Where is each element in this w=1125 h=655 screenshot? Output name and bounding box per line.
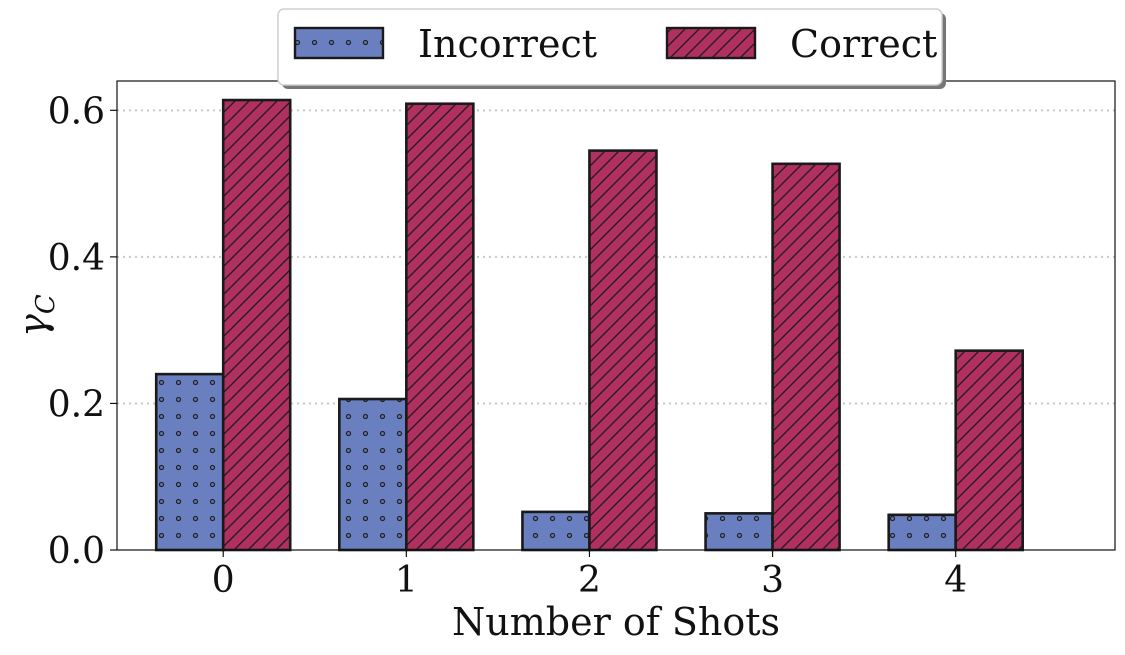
legend-label-correct: Correct <box>790 22 937 66</box>
y-tick-label: 0.0 <box>48 531 105 572</box>
bar-incorrect-1 <box>338 397 408 552</box>
x-tick-label: 4 <box>944 560 967 601</box>
bar-correct-0 <box>221 98 292 552</box>
bar-incorrect-2 <box>521 510 591 552</box>
bar-correct-1 <box>405 102 475 552</box>
legend: Incorrect Correct <box>277 8 946 89</box>
y-axis-label-symbol: γ <box>11 314 55 337</box>
y-axis-label-subscript: C <box>31 294 61 314</box>
y-axis: 0.0 0.2 0.4 0.6 <box>48 91 117 572</box>
legend-box <box>277 8 943 86</box>
x-tick-label: 1 <box>395 560 418 601</box>
x-tick-label: 3 <box>761 560 784 601</box>
y-tick-label: 0.6 <box>48 91 105 132</box>
x-axis: 0 1 2 3 4 <box>212 550 967 601</box>
x-axis-label: Number of Shots <box>452 600 780 644</box>
legend-swatch-incorrect <box>293 26 385 60</box>
bar-correct-2 <box>588 149 658 552</box>
x-tick-label: 0 <box>212 560 235 601</box>
y-tick-label: 0.4 <box>48 238 105 279</box>
bar-incorrect-0 <box>154 372 225 552</box>
legend-label-incorrect: Incorrect <box>418 22 597 66</box>
y-tick-label: 0.2 <box>48 384 105 425</box>
bar-incorrect-4 <box>887 513 957 552</box>
y-axis-label: γC <box>11 294 61 337</box>
x-tick-label: 2 <box>578 560 601 601</box>
legend-swatch-correct <box>665 26 757 60</box>
bar-incorrect-3 <box>704 512 774 552</box>
bar-correct-3 <box>771 162 841 552</box>
bar-correct-4 <box>954 349 1024 552</box>
bars <box>154 98 1024 552</box>
